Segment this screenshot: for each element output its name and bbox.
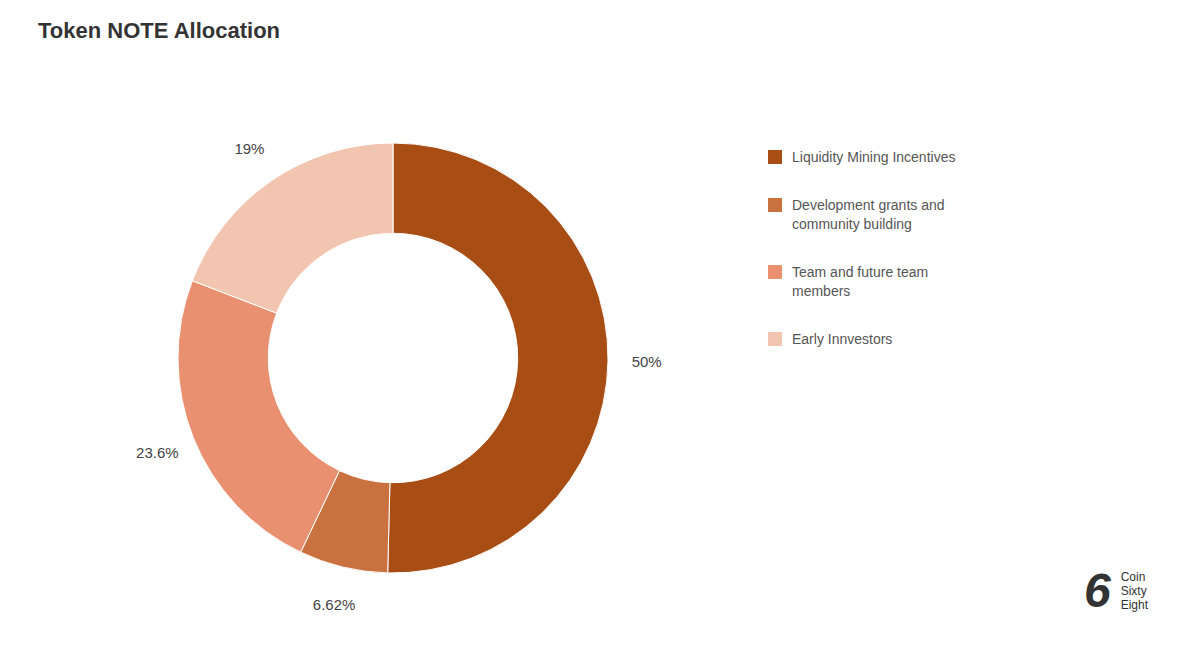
- html-text:Eight: Eight: [1120, 597, 1148, 612]
- html-text:Liquidity Mining Incentives: Liquidity Mining Incentives: [792, 149, 956, 165]
- html-text:Token NOTE Allocation: Token NOTE Allocation: [38, 18, 280, 43]
- svg-text:6.62%: 6.62%: [313, 596, 356, 613]
- html-text:Early Innvestors: Early Innvestors: [792, 331, 893, 347]
- svg-text:23.6%: 23.6%: [136, 444, 179, 461]
- html-text:6: 6: [1083, 564, 1111, 617]
- svg-text:19%: 19%: [234, 140, 264, 157]
- svg-text:50%: 50%: [632, 353, 662, 370]
- html-text:community building: community building: [792, 216, 912, 233]
- html-text:Sixty: Sixty: [1120, 583, 1147, 598]
- html-text:members: members: [792, 283, 851, 300]
- html-text:Coin: Coin: [1120, 569, 1146, 584]
- html-text:Development grants and: Development grants and: [792, 196, 945, 213]
- html-text:Team and future team: Team and future team: [792, 263, 929, 280]
